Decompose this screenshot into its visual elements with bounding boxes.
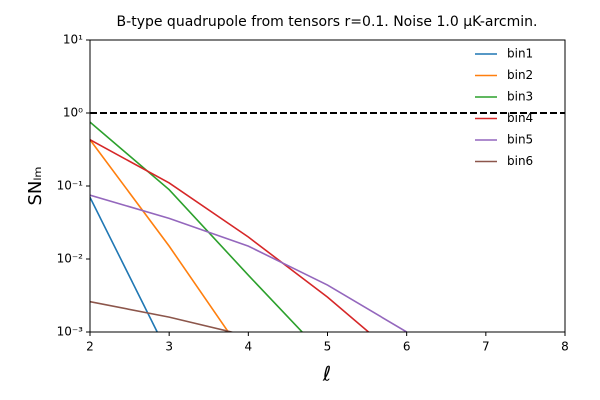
x-tick-label: 5 bbox=[324, 340, 332, 354]
x-tick-label: 6 bbox=[403, 340, 411, 354]
chart-title: B-type quadrupole from tensors r=0.1. No… bbox=[117, 14, 538, 30]
y-axis-label: SNₗₘ bbox=[25, 166, 46, 205]
x-tick-label: 2 bbox=[86, 340, 94, 354]
series-line bbox=[90, 196, 159, 332]
y-tick-label: 10⁻¹ bbox=[57, 179, 84, 193]
x-tick-label: 3 bbox=[165, 340, 173, 354]
legend-label: bin6 bbox=[507, 154, 533, 168]
series-line bbox=[90, 139, 370, 332]
y-tick-label: 10⁰ bbox=[63, 106, 83, 120]
y-tick-label: 10¹ bbox=[63, 33, 83, 47]
series-line bbox=[90, 300, 235, 332]
legend-label: bin1 bbox=[507, 47, 533, 61]
legend-label: bin5 bbox=[507, 133, 533, 147]
series-line bbox=[90, 121, 304, 332]
x-tick-label: 7 bbox=[482, 340, 490, 354]
plot-area bbox=[90, 112, 565, 332]
x-tick-label: 4 bbox=[245, 340, 253, 354]
legend-label: bin2 bbox=[507, 68, 533, 82]
plot-frame bbox=[89, 39, 566, 333]
x-tick-label: 8 bbox=[561, 340, 569, 354]
legend-label: bin3 bbox=[507, 90, 533, 104]
legend-label: bin4 bbox=[507, 111, 533, 125]
x-axis-label: ℓ bbox=[322, 362, 331, 386]
series-line bbox=[90, 194, 408, 332]
series-line bbox=[90, 139, 230, 332]
y-tick-label: 10⁻³ bbox=[57, 325, 84, 339]
y-tick-label: 10⁻² bbox=[57, 252, 84, 266]
